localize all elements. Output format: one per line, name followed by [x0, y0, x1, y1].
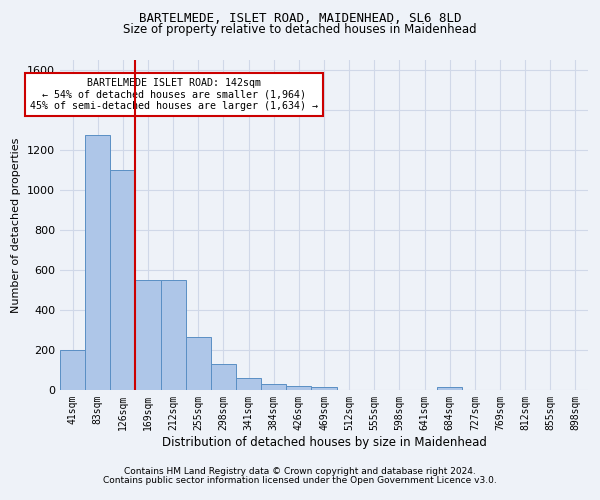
Text: Contains HM Land Registry data © Crown copyright and database right 2024.: Contains HM Land Registry data © Crown c… — [124, 467, 476, 476]
X-axis label: Distribution of detached houses by size in Maidenhead: Distribution of detached houses by size … — [161, 436, 487, 448]
Bar — [286, 386, 311, 390]
Bar — [311, 387, 337, 390]
Bar — [236, 378, 261, 390]
Y-axis label: Number of detached properties: Number of detached properties — [11, 138, 22, 312]
Text: Size of property relative to detached houses in Maidenhead: Size of property relative to detached ho… — [123, 22, 477, 36]
Bar — [261, 384, 286, 390]
Bar — [161, 280, 186, 390]
Bar — [211, 364, 236, 390]
Text: BARTELMEDE ISLET ROAD: 142sqm
← 54% of detached houses are smaller (1,964)
45% o: BARTELMEDE ISLET ROAD: 142sqm ← 54% of d… — [29, 78, 317, 112]
Bar — [60, 350, 85, 390]
Bar — [186, 337, 211, 390]
Bar — [85, 135, 110, 390]
Text: BARTELMEDE, ISLET ROAD, MAIDENHEAD, SL6 8LD: BARTELMEDE, ISLET ROAD, MAIDENHEAD, SL6 … — [139, 12, 461, 26]
Bar — [136, 280, 161, 390]
Bar — [437, 387, 462, 390]
Bar — [110, 170, 136, 390]
Text: Contains public sector information licensed under the Open Government Licence v3: Contains public sector information licen… — [103, 476, 497, 485]
